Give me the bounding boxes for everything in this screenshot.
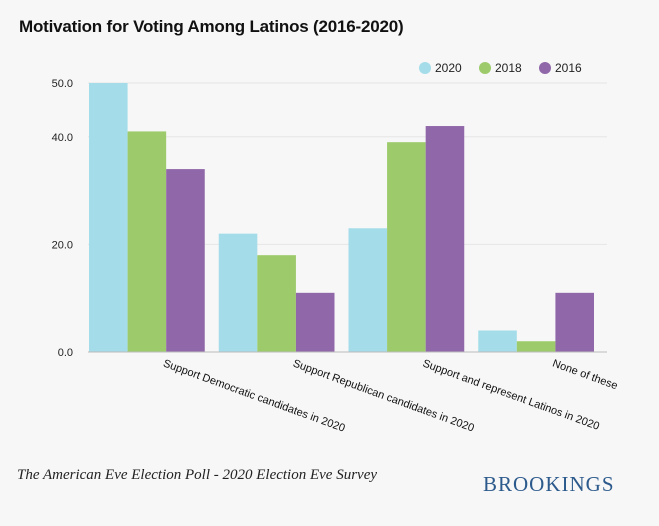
bar xyxy=(555,292,594,352)
bar xyxy=(348,228,388,352)
bar xyxy=(218,233,258,352)
legend-swatch xyxy=(539,62,551,74)
bar xyxy=(295,292,335,352)
x-axis-labels: Support Democratic candidates in 2020Sup… xyxy=(161,358,619,435)
legend-label: 2020 xyxy=(435,61,462,75)
brookings-logo: BROOKINGS xyxy=(483,472,615,496)
bar xyxy=(257,255,296,352)
bar xyxy=(127,131,167,352)
legend-swatch xyxy=(479,62,491,74)
source-note: The American Eve Election Poll - 2020 El… xyxy=(17,467,378,483)
x-tick-label: None of these xyxy=(551,358,619,393)
bar xyxy=(166,169,205,352)
legend: 2020 2018 2016 xyxy=(419,61,582,75)
legend-swatch xyxy=(419,62,431,74)
bar xyxy=(425,126,465,352)
chart-title: Motivation for Voting Among Latinos (201… xyxy=(19,17,404,36)
y-tick-label: 0.0 xyxy=(58,347,73,359)
bar xyxy=(478,330,517,352)
bar xyxy=(516,341,556,352)
bar xyxy=(89,83,128,352)
y-tick-label: 50.0 xyxy=(52,78,73,90)
bars xyxy=(89,83,594,352)
y-axis-ticks: 0.0 20.0 40.0 50.0 xyxy=(52,78,73,359)
legend-label: 2016 xyxy=(555,61,582,75)
y-tick-label: 20.0 xyxy=(52,239,73,251)
y-tick-label: 40.0 xyxy=(52,132,73,144)
legend-label: 2018 xyxy=(495,61,522,75)
bar xyxy=(387,142,426,352)
